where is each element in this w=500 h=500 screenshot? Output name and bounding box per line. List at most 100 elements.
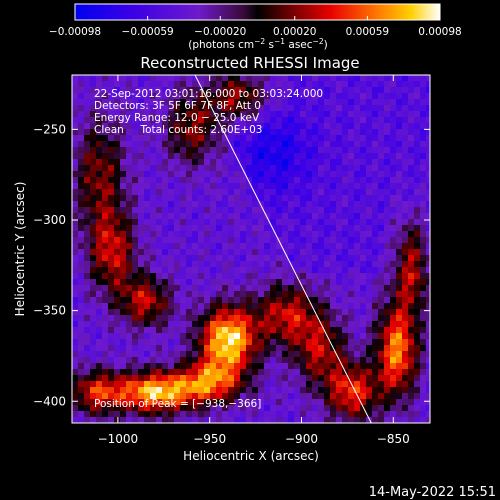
heatmap-cell: [156, 387, 162, 393]
heatmap-cell: [306, 339, 312, 345]
heatmap-cell: [204, 309, 210, 315]
heatmap-cell: [300, 117, 306, 123]
heatmap-cell: [324, 285, 330, 291]
heatmap-cell: [156, 327, 162, 333]
heatmap-cell: [186, 93, 192, 99]
heatmap-cell: [114, 303, 120, 309]
y-tick-label: −350: [33, 304, 66, 318]
heatmap-cell: [366, 411, 372, 417]
heatmap-cell: [174, 279, 180, 285]
heatmap-cell: [162, 153, 168, 159]
heatmap-cell: [288, 117, 294, 123]
heatmap-cell: [114, 231, 120, 237]
heatmap-cell: [210, 201, 216, 207]
heatmap-cell: [384, 153, 390, 159]
heatmap-cell: [180, 135, 186, 141]
heatmap-cell: [192, 249, 198, 255]
heatmap-cell: [270, 405, 276, 411]
heatmap-cell: [192, 297, 198, 303]
heatmap-cell: [342, 345, 348, 351]
heatmap-cell: [84, 321, 90, 327]
heatmap-cell: [144, 237, 150, 243]
heatmap-cell: [264, 303, 270, 309]
heatmap-cell: [138, 207, 144, 213]
heatmap-cell: [408, 411, 414, 417]
heatmap-cell: [144, 369, 150, 375]
heatmap-cell: [102, 279, 108, 285]
heatmap-cell: [150, 351, 156, 357]
heatmap-cell: [258, 357, 264, 363]
heatmap-cell: [210, 207, 216, 213]
heatmap-cell: [264, 273, 270, 279]
heatmap-cell: [294, 105, 300, 111]
heatmap-cell: [336, 81, 342, 87]
heatmap-cell: [390, 357, 396, 363]
heatmap-cell: [186, 261, 192, 267]
heatmap-cell: [336, 237, 342, 243]
heatmap-cell: [174, 393, 180, 399]
heatmap-cell: [384, 369, 390, 375]
heatmap-cell: [198, 339, 204, 345]
heatmap-cell: [294, 165, 300, 171]
heatmap-cell: [270, 87, 276, 93]
heatmap-cell: [252, 333, 258, 339]
heatmap-cell: [294, 87, 300, 93]
heatmap-cell: [300, 171, 306, 177]
heatmap-cell: [186, 387, 192, 393]
heatmap-cell: [72, 273, 78, 279]
heatmap-cell: [186, 237, 192, 243]
heatmap-cell: [222, 309, 228, 315]
heatmap-cell: [96, 405, 102, 411]
heatmap-cell: [306, 399, 312, 405]
heatmap-cell: [318, 411, 324, 417]
heatmap-cell: [90, 327, 96, 333]
axis-ticks: −1000 −950 −900 −850−250−300−350−400: [33, 75, 430, 446]
heatmap-cell: [108, 285, 114, 291]
heatmap-cell: [198, 333, 204, 339]
heatmap-cell: [156, 297, 162, 303]
heatmap-cell: [324, 123, 330, 129]
heatmap-cell: [144, 99, 150, 105]
heatmap-cell: [78, 297, 84, 303]
heatmap-cell: [168, 243, 174, 249]
heatmap-cell: [312, 141, 318, 147]
heatmap-cell: [318, 417, 324, 423]
heatmap-cell: [402, 261, 408, 267]
heatmap-cell: [318, 99, 324, 105]
heatmap-cell: [396, 339, 402, 345]
heatmap-cell: [192, 417, 198, 423]
heatmap-cell: [264, 321, 270, 327]
heatmap-cell: [240, 339, 246, 345]
heatmap-cell: [96, 375, 102, 381]
heatmap-cell: [198, 99, 204, 105]
heatmap-cell: [300, 213, 306, 219]
heatmap-cell: [282, 129, 288, 135]
heatmap-cell: [294, 231, 300, 237]
colorbar-unit: (photons cm−2 s−1 asec−2): [188, 37, 327, 51]
heatmap-cell: [180, 345, 186, 351]
heatmap-cell: [150, 165, 156, 171]
heatmap-cell: [408, 81, 414, 87]
heatmap-cell: [240, 123, 246, 129]
heatmap-cell: [402, 285, 408, 291]
heatmap-cell: [270, 339, 276, 345]
heatmap-cell: [216, 99, 222, 105]
heatmap-cell: [420, 177, 426, 183]
heatmap-cell: [300, 381, 306, 387]
heatmap-pixels: [72, 75, 430, 423]
heatmap-cell: [174, 81, 180, 87]
heatmap-cell: [360, 153, 366, 159]
heatmap-cell: [252, 249, 258, 255]
heatmap-cell: [216, 303, 222, 309]
heatmap-cell: [168, 165, 174, 171]
heatmap-cell: [168, 363, 174, 369]
heatmap-cell: [180, 111, 186, 117]
heatmap-cell: [312, 165, 318, 171]
heatmap-cell: [204, 171, 210, 177]
heatmap-cell: [360, 99, 366, 105]
heatmap-cell: [84, 255, 90, 261]
heatmap-cell: [336, 225, 342, 231]
heatmap-cell: [192, 363, 198, 369]
heatmap-cell: [126, 351, 132, 357]
heatmap-cell: [354, 381, 360, 387]
